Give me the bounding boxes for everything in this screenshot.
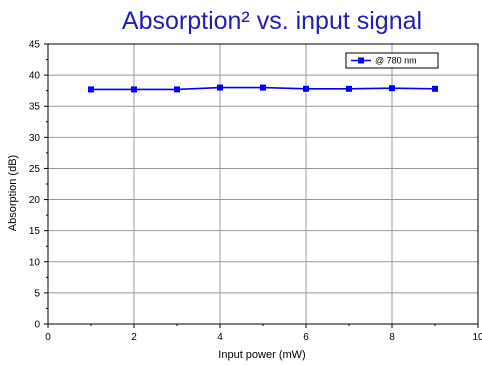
y-tick-label: 35 [29,102,41,113]
data-point [88,86,94,93]
y-tick-label: 5 [34,288,40,299]
y-tick-label: 15 [29,226,41,237]
x-tick-label: 10 [472,332,482,343]
data-point [389,85,395,92]
series-layer [88,84,438,93]
data-point [432,85,438,92]
data-point [174,86,180,93]
legend-swatch-marker [358,57,364,64]
x-tick-label: 0 [45,332,51,343]
data-point [346,85,352,92]
x-tick-label: 8 [389,332,395,343]
y-tick-label: 20 [29,195,41,206]
x-tick-label: 2 [131,332,137,343]
y-tick-label: 45 [29,40,41,51]
x-tick-label: 6 [303,332,309,343]
legend-label: @ 780 nm [375,56,417,66]
chart-title: Absorption² vs. input signal [122,7,422,35]
y-tick-label: 30 [29,133,41,144]
legend: @ 780 nm [345,52,439,69]
y-tick-label: 0 [34,320,40,331]
y-tick-label: 10 [29,257,41,268]
y-axis-label: Absorption (dB) [7,155,19,231]
data-point [217,84,223,91]
y-tick-label: 40 [29,71,41,82]
x-axis-label: Input power (mW) [218,349,305,361]
legend-box [345,52,439,69]
axis-ticks: 0 2 4 6 8 10 0 5 10 15 20 25 30 35 40 45 [29,40,482,344]
data-point [303,85,309,92]
y-tick-label: 25 [29,164,41,175]
x-tick-label: 4 [217,332,223,343]
data-point [260,84,266,91]
data-point [131,86,137,93]
